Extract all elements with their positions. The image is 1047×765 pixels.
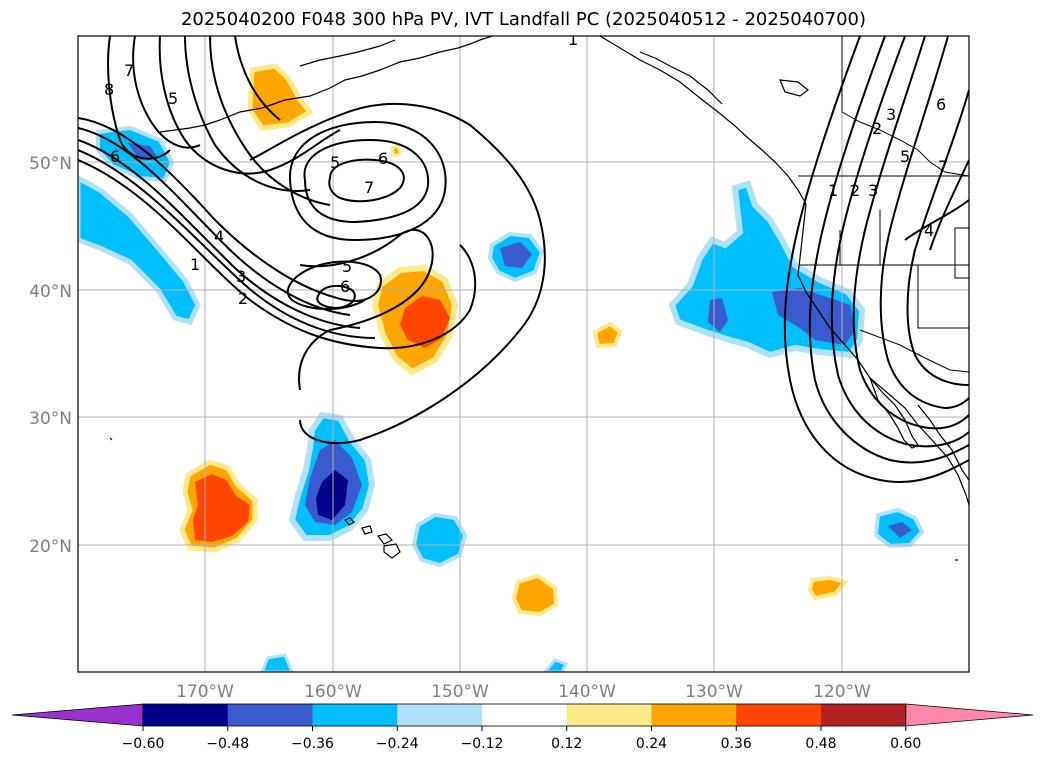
gridlines [78, 36, 969, 672]
map-frame [77, 35, 970, 673]
contour-label: 4 [924, 221, 934, 240]
negative-anomaly-region [772, 288, 855, 345]
negative-anomaly-region [78, 178, 198, 322]
colorbar-segment [227, 704, 313, 726]
colorbar-extend-high [905, 703, 1034, 727]
pv-contour-labels: 7 8 5 6 5 6 7 4 1 3 2 5 6 1 3 2 1 2 3 5 … [104, 30, 948, 308]
colorbar-outline [142, 703, 907, 727]
ivt-shading [78, 63, 925, 672]
pv-contours [78, 36, 969, 483]
contour-label: 8 [104, 80, 114, 99]
colorbar-tick-label: 0.12 [551, 736, 582, 752]
positive-anomaly-region [390, 144, 402, 158]
colorbar-segment [397, 704, 483, 726]
contour-label: 5 [168, 89, 178, 108]
lat-label: 50°N [29, 154, 72, 174]
colorbar-segment [651, 704, 737, 726]
positive-anomaly-region [247, 63, 314, 131]
contour-label: 7 [124, 61, 134, 80]
contour-label: 6 [110, 147, 120, 166]
negative-anomaly-region [96, 125, 175, 183]
contour-label: 7 [938, 157, 948, 176]
positive-anomaly-region [592, 321, 623, 349]
map-plot-area: 7 8 5 6 5 6 7 4 1 3 2 5 6 1 3 2 1 2 3 5 … [78, 30, 969, 672]
lon-label: 140°W [558, 682, 616, 702]
contour-label: 2 [850, 181, 860, 200]
contour-label: 5 [342, 257, 352, 276]
contour-label: 6 [340, 277, 350, 296]
contour-label: 2 [872, 119, 882, 138]
contour-label: 3 [868, 181, 878, 200]
lon-axis-labels: 170°W 160°W 150°W 140°W 130°W 120°W [176, 682, 871, 702]
colorbar-segment [482, 704, 568, 726]
lon-label: 120°W [813, 682, 871, 702]
colorbar: −0.60 −0.48 −0.36 −0.24 −0.12 0.12 0.24 0.36 0.4… [11, 703, 1034, 752]
colorbar-tick-label: −0.12 [461, 736, 504, 752]
colorbar-segment [821, 704, 907, 726]
negative-anomaly-region [708, 298, 728, 332]
map-title: 2025040200 F048 300 hPa PV, IVT Landfall… [180, 9, 867, 30]
contour-label: 1 [568, 30, 578, 49]
colorbar-tick-label: 0.60 [890, 736, 921, 752]
lon-label: 160°W [304, 682, 362, 702]
negative-anomaly-region [411, 512, 468, 568]
lat-label: 40°N [29, 282, 72, 302]
contour-label: 1 [190, 255, 200, 274]
lon-label: 130°W [685, 682, 743, 702]
colorbar-segment [736, 704, 822, 726]
colorbar-tick-label: 0.24 [636, 736, 667, 752]
negative-anomaly-region [260, 653, 294, 672]
colorbar-segment [143, 704, 229, 726]
positive-anomaly-region [193, 474, 250, 542]
negative-anomaly-region [888, 522, 912, 538]
colorbar-tick-label: 0.48 [805, 736, 836, 752]
lat-axis-labels: 50°N 40°N 30°N 20°N [29, 154, 72, 557]
lat-label: 30°N [29, 409, 72, 429]
contour-label: 6 [378, 149, 388, 168]
lon-label: 150°W [431, 682, 489, 702]
contour-label: 2 [238, 289, 248, 308]
positive-anomaly-region [807, 575, 849, 601]
colorbar-tick-label: −0.48 [206, 736, 249, 752]
contour-label: 5 [900, 147, 910, 166]
lon-label: 170°W [176, 682, 234, 702]
contour-label: 3 [886, 105, 896, 124]
contour-label: 6 [936, 95, 946, 114]
negative-anomaly-region [500, 242, 532, 268]
contour-label: 7 [364, 178, 374, 197]
colorbar-tick-label: −0.60 [122, 736, 165, 752]
contour-label: 3 [236, 267, 246, 286]
contour-label: 4 [214, 227, 224, 246]
negative-anomaly-region [543, 658, 569, 672]
colorbar-segment [312, 704, 398, 726]
colorbar-tick-label: 0.36 [721, 736, 752, 752]
negative-anomaly-region [316, 470, 348, 520]
contour-label: 5 [330, 153, 340, 172]
contour-label: 1 [828, 181, 838, 200]
colorbar-tick-label: −0.36 [291, 736, 334, 752]
lat-label: 20°N [29, 537, 72, 557]
colorbar-segment [566, 704, 652, 726]
colorbar-tick-label: −0.24 [376, 736, 419, 752]
colorbar-extend-low [11, 703, 144, 727]
positive-anomaly-region [511, 573, 559, 617]
positive-anomaly-region [400, 296, 450, 348]
negative-anomaly-region [78, 175, 201, 325]
